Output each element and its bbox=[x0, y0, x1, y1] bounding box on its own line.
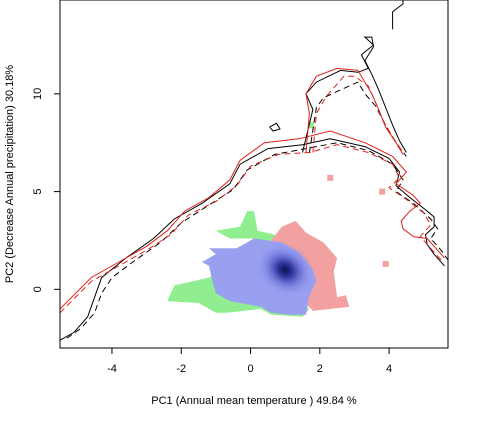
contour-black-tiny-loop bbox=[269, 122, 281, 132]
x-tick-label: -2 bbox=[176, 363, 186, 375]
plot-frame bbox=[59, 0, 449, 349]
plot-area bbox=[60, 0, 448, 341]
contour-black-dashed bbox=[66, 142, 448, 339]
contour-black-small-loop bbox=[392, 0, 404, 30]
contour-red-dashed-top bbox=[312, 75, 404, 153]
speck bbox=[327, 174, 334, 181]
contour-black-solid-top bbox=[302, 36, 407, 153]
density-core bbox=[255, 241, 316, 298]
speck bbox=[379, 188, 386, 195]
x-tick-label: 4 bbox=[386, 363, 392, 375]
y-tick-label: 5 bbox=[32, 189, 44, 195]
x-axis-title: PC1 (Annual mean temperature ) 49.84 % bbox=[151, 395, 357, 407]
x-tick-label: 2 bbox=[317, 363, 323, 375]
y-tick-label: 0 bbox=[32, 286, 44, 292]
y-tick-label: 10 bbox=[32, 88, 44, 100]
contour-black-dashed-top bbox=[308, 81, 407, 157]
y-axis-title: PC2 (Decrease Annual precipitation) 30.1… bbox=[4, 65, 16, 284]
contour-red-dashed bbox=[60, 144, 442, 314]
axes: -4 -2 0 2 4 0 5 10 bbox=[32, 88, 392, 375]
contour-red-solid bbox=[60, 130, 445, 310]
contour-red-solid-top bbox=[305, 67, 404, 155]
x-tick-label: 0 bbox=[247, 363, 253, 375]
speck bbox=[308, 122, 315, 129]
contour-black-solid bbox=[60, 138, 445, 341]
x-tick-label: -4 bbox=[107, 363, 117, 375]
speck bbox=[382, 260, 389, 267]
